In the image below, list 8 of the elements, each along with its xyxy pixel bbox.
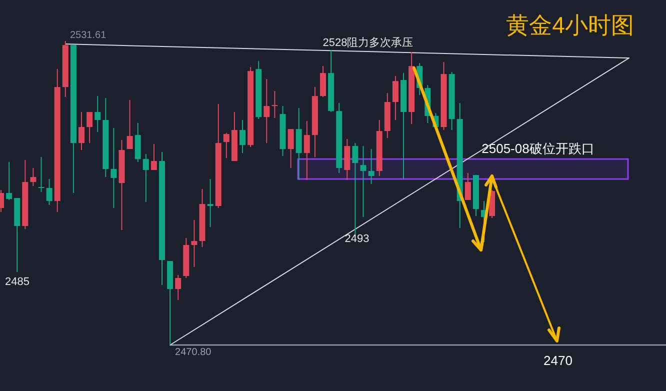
annotation: 2531.61 bbox=[70, 30, 107, 41]
chart-title: 黄金4小时图 bbox=[506, 12, 634, 38]
ref-line-label: 2470.80 bbox=[175, 347, 212, 358]
annotation: 2493 bbox=[344, 233, 370, 246]
band-label: 2505-08破位开跌口 bbox=[482, 141, 594, 156]
annotation: 2485 bbox=[5, 276, 30, 288]
annotation: 2528阻力多次承压 bbox=[322, 36, 414, 49]
annotation: 2470 bbox=[544, 353, 572, 368]
